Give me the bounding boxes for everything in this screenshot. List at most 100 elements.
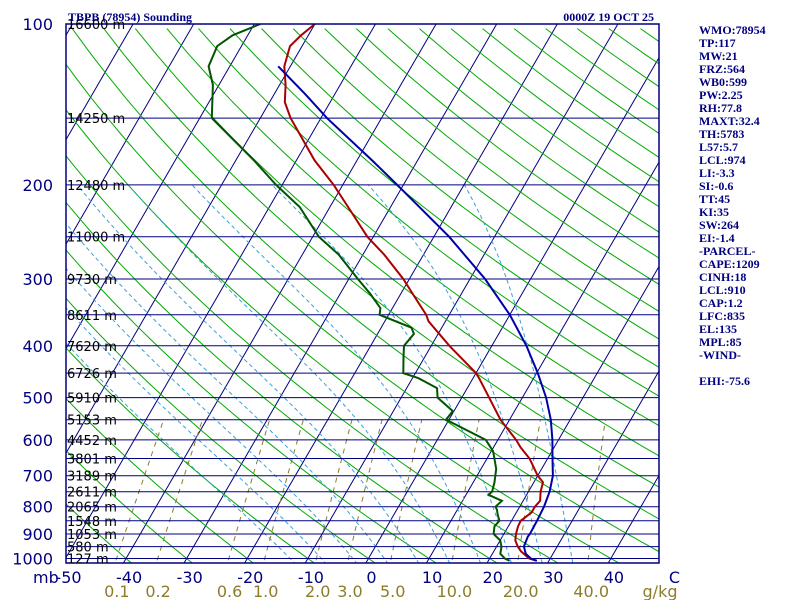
height-label: 8611 m bbox=[67, 309, 117, 324]
mixing-ratio-line bbox=[587, 419, 606, 563]
index-value: MW:21 bbox=[699, 49, 738, 63]
index-value: SI:-0.6 bbox=[699, 179, 734, 193]
moist-adiabat-line bbox=[66, 267, 358, 563]
isotherm-line bbox=[66, 24, 255, 350]
dry-adiabat-line bbox=[66, 63, 659, 553]
moist-adiabat-line bbox=[66, 222, 389, 563]
temperature-tick-label: -20 bbox=[237, 568, 263, 587]
mixing-ratio-tick-label: g/kg bbox=[643, 582, 678, 600]
mixing-ratio-line bbox=[347, 419, 383, 563]
temperature-tick-label: 40 bbox=[604, 568, 624, 587]
mixing-ratio-line bbox=[155, 419, 203, 563]
isotherm-line bbox=[66, 24, 134, 141]
dry-adiabat-lines bbox=[66, 28, 659, 563]
index-value: SW:264 bbox=[699, 218, 740, 232]
height-label: 2065 m bbox=[67, 501, 117, 516]
index-value: CAP:1.2 bbox=[699, 296, 743, 310]
chart-title: TBPB (78954) Sounding bbox=[68, 10, 192, 24]
index-value: KI:35 bbox=[699, 205, 729, 219]
temperature-tick-label: 30 bbox=[543, 568, 563, 587]
temperature-tick-label: 20 bbox=[483, 568, 503, 587]
dry-adiabat-line bbox=[66, 249, 437, 563]
index-value: RH:77.8 bbox=[699, 101, 742, 115]
height-label: 1053 m bbox=[67, 528, 117, 543]
index-value: TH:5783 bbox=[699, 127, 745, 141]
mixing-ratio-tick-label: 10.0 bbox=[437, 582, 473, 600]
height-label: 3189 m bbox=[67, 470, 117, 485]
height-label: 1548 m bbox=[67, 515, 117, 530]
isotherm-line bbox=[66, 24, 377, 559]
temperature-trace bbox=[283, 24, 545, 562]
pressure-label: 1000 bbox=[12, 550, 53, 569]
index-value: FRZ:564 bbox=[699, 62, 745, 76]
index-value: MAXT:32.4 bbox=[699, 114, 760, 128]
pressure-label: 300 bbox=[22, 270, 53, 289]
isotherm-line bbox=[0, 12, 19, 570]
index-value: TP:117 bbox=[699, 36, 736, 50]
plot-frame bbox=[65, 23, 660, 564]
height-label: 2611 m bbox=[67, 486, 117, 501]
mixing-ratio-tick-label: 0.6 bbox=[217, 582, 242, 600]
sounding-indices-panel: WMO:78954 TP:117 MW:21 FRZ:564 WB0:599 PW:2.2… bbox=[699, 24, 799, 388]
isotherm-line bbox=[183, 24, 498, 563]
temperature-tick-label: -40 bbox=[116, 568, 142, 587]
mixing-ratio-tick-labels: 0.1 0.2 0.6 1.0 2.0 3.0 5.0 10.0 20.0 40.0 g/kg bbox=[104, 582, 677, 600]
mixing-ratio-tick-label: 1.0 bbox=[253, 582, 278, 600]
dry-adiabat-line bbox=[292, 28, 659, 312]
height-label: 9730 m bbox=[67, 273, 117, 288]
mixing-ratio-line bbox=[262, 419, 304, 563]
index-value: TT:45 bbox=[699, 192, 731, 206]
moist-adiabat-line bbox=[66, 342, 296, 563]
mixing-ratio-line bbox=[114, 419, 165, 563]
index-value: CAPE:1209 bbox=[699, 257, 760, 271]
temperature-tick-label: 0 bbox=[366, 568, 376, 587]
dry-adiabat-line bbox=[66, 201, 498, 563]
pressure-labels: 100 200 300 400 500 600 700 800 900 1000 bbox=[12, 15, 53, 569]
index-value: WB0:599 bbox=[699, 75, 747, 89]
dry-adiabat-line bbox=[71, 28, 659, 520]
index-value: L57:5.7 bbox=[699, 140, 738, 154]
height-label: 6726 m bbox=[67, 367, 117, 382]
isotherm-line bbox=[244, 24, 558, 563]
dry-adiabat-line bbox=[229, 28, 659, 368]
isotherm-line bbox=[122, 24, 437, 563]
sounding-traces bbox=[207, 24, 554, 562]
moist-adiabat-line bbox=[128, 184, 451, 563]
height-label: 127 m bbox=[67, 553, 109, 568]
isotherm-line bbox=[607, 474, 659, 563]
height-label: 11000 m bbox=[67, 231, 125, 246]
dry-adiabat-line bbox=[355, 28, 659, 259]
pressure-label: 900 bbox=[22, 525, 53, 544]
isotherm-line bbox=[66, 24, 316, 455]
mixing-ratio-tick-label: 5.0 bbox=[380, 582, 405, 600]
pressure-label: 500 bbox=[22, 389, 53, 408]
dry-adiabat-line bbox=[66, 109, 620, 563]
mixing-ratio-tick-label: 0.1 bbox=[104, 582, 129, 600]
moist-adiabat-line bbox=[76, 184, 420, 563]
temperature-tick-label: -30 bbox=[177, 568, 203, 587]
height-labels: 16600 m 14250 m 12480 m 11000 m 9730 m 8611 m… bbox=[67, 18, 125, 568]
dry-adiabat-line bbox=[66, 397, 254, 563]
height-label: 16600 m bbox=[67, 18, 125, 33]
index-value: LCL:974 bbox=[699, 153, 746, 167]
isotherm-line bbox=[66, 24, 195, 246]
moist-adiabat-line bbox=[66, 307, 327, 563]
index-value: EHI:-75.6 bbox=[699, 374, 750, 388]
moist-adiabat-line bbox=[463, 184, 574, 563]
index-value: PW:2.25 bbox=[699, 88, 743, 102]
isotherm-line bbox=[486, 265, 659, 563]
dry-adiabat-line bbox=[66, 155, 559, 563]
index-value: EI:-1.4 bbox=[699, 231, 735, 245]
moist-adiabat-lines bbox=[66, 184, 574, 563]
mixing-ratio-tick-label: 40.0 bbox=[573, 582, 609, 600]
temperature-tick-label: 10 bbox=[422, 568, 442, 587]
moist-adiabat-line bbox=[191, 184, 482, 563]
index-value: EL:135 bbox=[699, 322, 738, 336]
isobar-lines bbox=[66, 23, 659, 559]
pressure-label: 400 bbox=[22, 337, 53, 356]
isotherm-line bbox=[365, 56, 659, 563]
height-label: 14250 m bbox=[67, 112, 125, 127]
pressure-label: 700 bbox=[22, 467, 53, 486]
dry-adiabat-line bbox=[66, 347, 316, 563]
height-label: 5910 m bbox=[67, 392, 117, 407]
